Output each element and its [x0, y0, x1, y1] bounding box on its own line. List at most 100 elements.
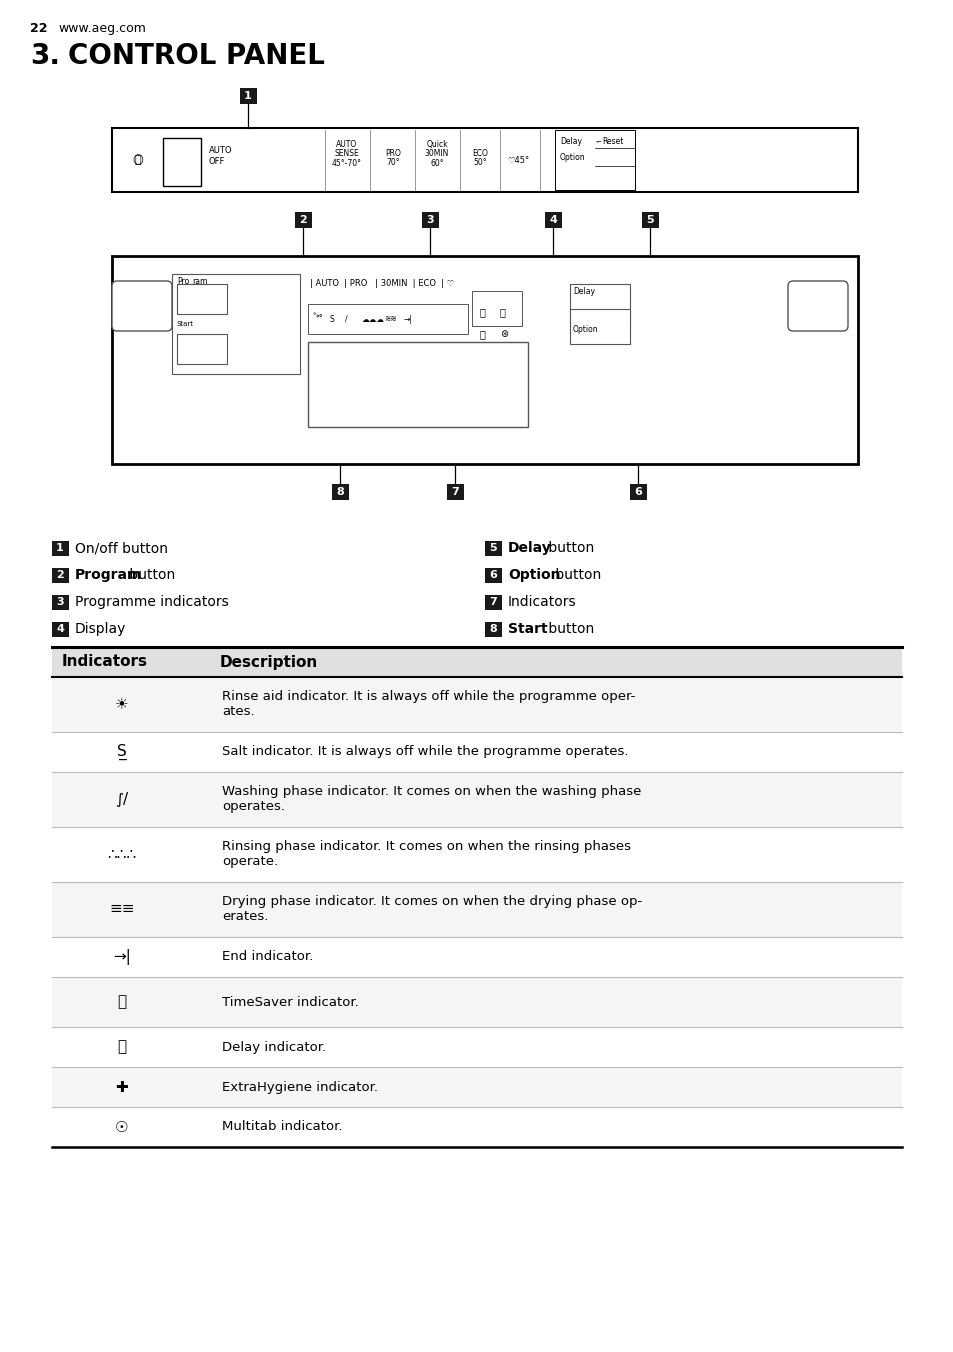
Text: Option: Option [507, 568, 560, 581]
Text: ⏰: ⏰ [117, 1040, 127, 1055]
Text: On/off button: On/off button [75, 541, 168, 556]
Bar [421, 212, 438, 228]
Bar [240, 88, 256, 104]
Text: ECO
50°: ECO 50° [472, 149, 487, 168]
Text: *°: *° [315, 315, 323, 323]
Text: TimeSaver indicator.: TimeSaver indicator. [222, 995, 358, 1009]
Text: Program: Program [75, 568, 142, 581]
Text: S̲: S̲ [117, 744, 127, 760]
Text: ⏰: ⏰ [479, 329, 485, 339]
Text: Start: Start [507, 622, 547, 635]
Bar [629, 484, 646, 500]
Text: 1: 1 [56, 544, 64, 553]
Text: /: / [345, 315, 347, 323]
Bar [52, 1028, 901, 1067]
Text: button: button [543, 622, 594, 635]
Bar [52, 731, 901, 772]
Bar [294, 212, 312, 228]
Bar [332, 484, 349, 500]
Text: 3: 3 [426, 215, 434, 224]
Text: AUTO
OFF: AUTO OFF [209, 146, 233, 166]
Text: 8: 8 [489, 625, 497, 634]
Text: 8: 8 [335, 487, 343, 498]
Bar [52, 977, 901, 1028]
Text: 5: 5 [489, 544, 497, 553]
Text: End indicator.: End indicator. [222, 950, 313, 964]
Text: Programme indicators: Programme indicators [75, 595, 229, 608]
Bar [569, 284, 629, 324]
Text: | AUTO  | PRO   | 30MIN  | ECO  | ♡: | AUTO | PRO | 30MIN | ECO | ♡ [310, 280, 454, 288]
Text: 3: 3 [56, 598, 64, 607]
Bar [308, 304, 468, 334]
Bar [484, 568, 501, 583]
Text: 22: 22 [30, 22, 48, 35]
Text: Salt indicator. It is always off while the programme operates.: Salt indicator. It is always off while t… [222, 745, 628, 758]
Bar [52, 1067, 901, 1107]
Text: ram: ram [192, 277, 207, 287]
Text: ♡45°: ♡45° [506, 155, 529, 165]
Bar [52, 648, 901, 677]
Bar [52, 882, 901, 937]
Bar [163, 138, 201, 187]
Text: operate.: operate. [222, 854, 278, 868]
Text: ≡≡: ≡≡ [110, 902, 134, 917]
Text: CONTROL PANEL: CONTROL PANEL [68, 42, 325, 70]
Bar [544, 212, 561, 228]
Text: 6: 6 [634, 487, 641, 498]
Text: PRO
70°: PRO 70° [385, 149, 400, 168]
Text: 7: 7 [489, 598, 497, 607]
Text: Delay: Delay [559, 138, 581, 146]
Text: Rinsing phase indicator. It comes on when the rinsing phases: Rinsing phase indicator. It comes on whe… [222, 840, 630, 853]
Text: S: S [330, 315, 335, 323]
Bar [52, 772, 901, 827]
Text: Option: Option [573, 324, 598, 334]
Bar [308, 342, 527, 427]
Bar [177, 284, 227, 314]
Text: 5: 5 [645, 215, 653, 224]
Text: 3.: 3. [30, 42, 60, 70]
Text: ⌐: ⌐ [595, 139, 600, 145]
Text: Multitab indicator.: Multitab indicator. [222, 1121, 342, 1133]
Bar [641, 212, 659, 228]
Text: Indicators: Indicators [62, 654, 148, 669]
Bar [52, 622, 69, 637]
Text: Drying phase indicator. It comes on when the drying phase op-: Drying phase indicator. It comes on when… [222, 895, 641, 909]
Bar [52, 1107, 901, 1146]
Text: ☉: ☉ [115, 1119, 129, 1134]
Text: button: button [543, 541, 594, 556]
Text: ☀: ☀ [115, 696, 129, 711]
Bar [447, 484, 463, 500]
Text: Rinse aid indicator. It is always off while the programme oper-: Rinse aid indicator. It is always off wh… [222, 690, 635, 703]
Text: ⊛: ⊛ [499, 329, 508, 339]
Bar [52, 541, 69, 556]
Text: Display: Display [75, 622, 126, 635]
Text: Indicators: Indicators [507, 595, 576, 608]
Text: Start: Start [177, 320, 193, 327]
Text: 4: 4 [56, 625, 64, 634]
Text: 1: 1 [244, 91, 252, 101]
Text: ☁☁☁: ☁☁☁ [361, 315, 384, 323]
Text: ≋≋: ≋≋ [384, 315, 396, 323]
Text: Option: Option [559, 154, 585, 162]
Text: 4: 4 [549, 215, 557, 224]
Bar [52, 827, 901, 882]
Text: Quick
30MIN
60°: Quick 30MIN 60° [424, 139, 449, 168]
Text: 2: 2 [299, 215, 307, 224]
FancyBboxPatch shape [112, 281, 172, 331]
Text: °: ° [312, 314, 315, 319]
Text: ⌛: ⌛ [117, 995, 127, 1010]
Text: Pro: Pro [177, 277, 189, 287]
Bar [112, 256, 857, 464]
Bar [52, 677, 901, 731]
Text: ⏻: ⏻ [134, 155, 141, 165]
Text: ExtraHygiene indicator.: ExtraHygiene indicator. [222, 1080, 377, 1094]
Text: ○: ○ [132, 154, 143, 166]
Text: →|: →| [403, 315, 413, 323]
Bar [177, 334, 227, 364]
Text: Delay indicator.: Delay indicator. [222, 1041, 326, 1053]
Text: ates.: ates. [222, 704, 254, 718]
Text: →|: →| [113, 949, 131, 965]
Text: www.aeg.com: www.aeg.com [58, 22, 146, 35]
Text: button: button [551, 568, 600, 581]
Text: Washing phase indicator. It comes on when the washing phase: Washing phase indicator. It comes on whe… [222, 786, 640, 798]
